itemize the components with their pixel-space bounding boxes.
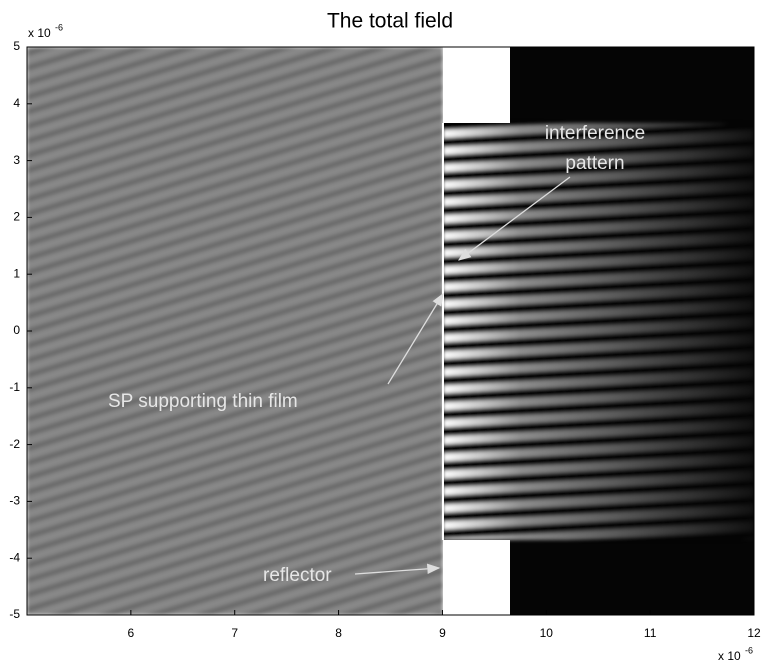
y-exponent-power: -6	[55, 22, 63, 32]
chart-title: The total field	[327, 10, 453, 33]
y-tick-label: 2	[13, 210, 20, 224]
annotation: reflector	[263, 565, 332, 586]
annotation-arrow	[387, 292, 444, 385]
annotation: pattern	[565, 153, 624, 174]
y-tick-label: 4	[13, 96, 20, 110]
y-tick-label: -1	[9, 380, 20, 394]
y-tick-label: 0	[13, 323, 20, 337]
x-tick-label: 11	[644, 626, 657, 640]
x-exponent-base: x 10	[718, 649, 741, 663]
field-image	[27, 47, 754, 615]
y-tick-label: -2	[9, 437, 20, 451]
x-tick-label: 8	[335, 626, 342, 640]
annotation-arrow	[457, 176, 571, 261]
annotation: interference	[545, 123, 645, 144]
x-tick-label: 12	[747, 626, 761, 640]
x-tick-label: 6	[128, 626, 135, 640]
x-exponent-power: -6	[745, 645, 753, 655]
annotation-arrow	[354, 563, 441, 575]
y-tick-label: 1	[13, 266, 20, 280]
y-tick-label: -3	[9, 494, 20, 508]
y-tick-label: 3	[13, 153, 20, 167]
x-tick-label: 9	[439, 626, 446, 640]
y-exponent-base: x 10	[28, 26, 51, 40]
y-tick-label: 5	[13, 39, 20, 53]
x-tick-label: 7	[231, 626, 238, 640]
y-tick-label: -4	[9, 550, 20, 564]
y-tick-label: -5	[9, 607, 20, 621]
annotation: SP supporting thin film	[108, 391, 298, 412]
x-tick-label: 10	[540, 626, 554, 640]
